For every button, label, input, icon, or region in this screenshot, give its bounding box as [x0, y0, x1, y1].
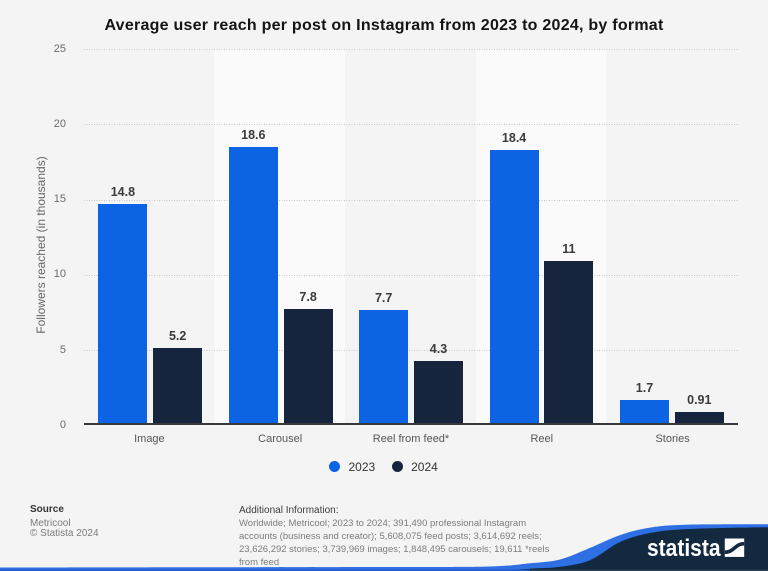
svg-text:statista: statista — [647, 535, 721, 562]
